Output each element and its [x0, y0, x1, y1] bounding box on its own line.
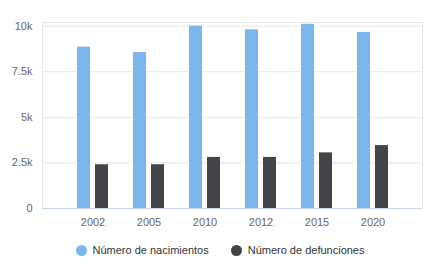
svg-text:2012: 2012 [249, 216, 273, 228]
svg-text:0: 0 [26, 202, 32, 214]
svg-text:2020: 2020 [361, 216, 385, 228]
html-text:Número de defunciones: Número de defunciones [247, 244, 365, 256]
svg-text:2010: 2010 [193, 216, 217, 228]
svg-text:5k: 5k [21, 111, 33, 123]
svg-text:2.5k: 2.5k [12, 156, 33, 168]
html-text:Número de nacimientos: Número de nacimientos [92, 244, 209, 256]
svg-text:2005: 2005 [137, 216, 161, 228]
svg-text:7.5k: 7.5k [12, 65, 33, 77]
svg-text:2015: 2015 [305, 216, 329, 228]
svg-text:2002: 2002 [81, 216, 105, 228]
svg-text:10k: 10k [15, 20, 33, 32]
